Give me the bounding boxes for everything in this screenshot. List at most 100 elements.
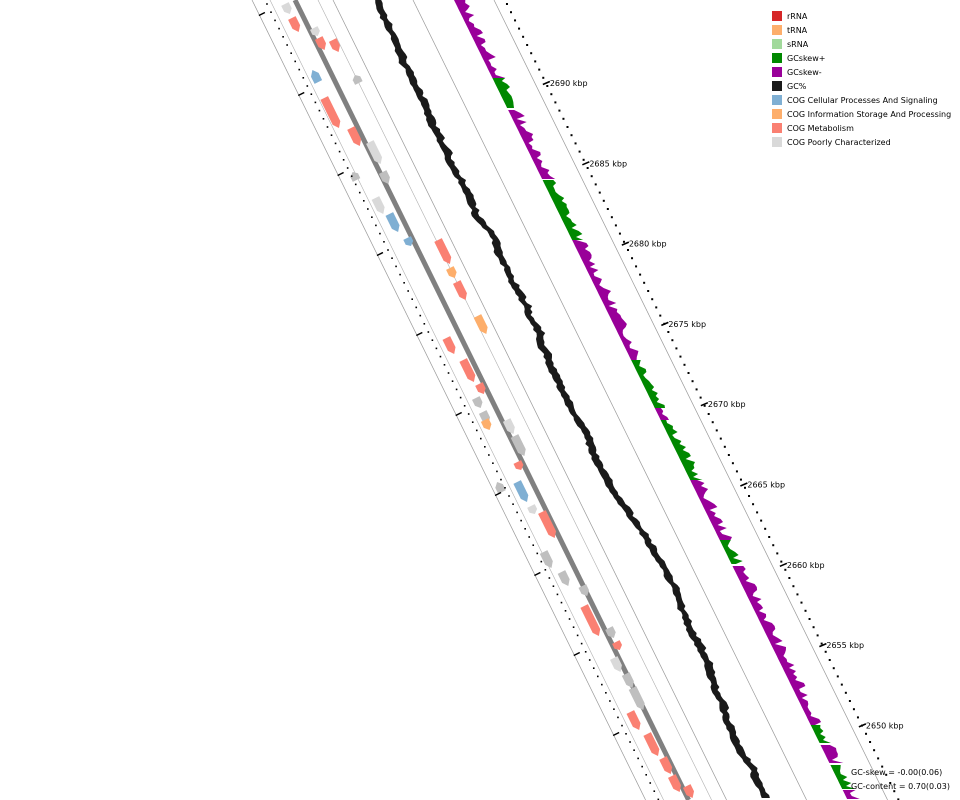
legend-swatch: [772, 95, 782, 105]
scale-minor-tick: [764, 527, 767, 530]
cog-feature-arrow: [668, 774, 681, 792]
gc-skew-negative: [732, 566, 822, 725]
scale-minor-tick: [727, 454, 730, 456]
scale-minor-tick: [667, 331, 670, 333]
cog-feature-arrow: [612, 640, 622, 650]
scale-minor-tick: [601, 683, 603, 686]
scale-minor-tick: [524, 528, 526, 530]
scale-minor-tick: [367, 208, 369, 210]
scale-minor-tick: [596, 675, 599, 678]
cog-feature-arrow: [314, 36, 326, 50]
gc-content-profile: [375, 0, 770, 798]
cog-feature-arrow: [366, 140, 382, 164]
scale-major-tick: [858, 723, 867, 728]
scale-minor-tick: [622, 240, 625, 243]
scale-major-tick: [700, 401, 709, 407]
cog-feature-arrow: [472, 396, 483, 408]
scale-minor-tick: [768, 536, 771, 538]
scale-minor-tick: [358, 191, 361, 194]
scale-minor-tick: [780, 560, 783, 563]
legend-label: COG Metabolism: [787, 123, 854, 133]
scale-tick-label: 2650 kbp: [866, 721, 904, 730]
scale-minor-tick: [562, 117, 565, 120]
cog-feature-arrow: [527, 504, 538, 514]
scale-minor-tick: [643, 281, 646, 284]
scale-minor-tick: [800, 601, 803, 604]
scale-minor-tick: [459, 396, 462, 399]
scale-minor-tick: [606, 208, 609, 210]
scale-minor-tick: [362, 200, 365, 202]
scale-minor-tick: [804, 609, 807, 612]
cog-feature-arrow: [605, 626, 616, 638]
scale-minor-tick: [590, 175, 593, 178]
scale-minor-tick: [334, 142, 337, 145]
scale-tick-label: 2675 kbp: [668, 320, 706, 329]
scale-minor-tick: [574, 142, 577, 145]
scale-minor-tick: [625, 733, 627, 735]
cog-feature-arrow: [502, 418, 515, 434]
scale-minor-tick: [395, 265, 397, 268]
scale-minor-tick: [621, 724, 623, 727]
scale-minor-tick: [703, 404, 706, 407]
scale-minor-tick: [592, 667, 595, 669]
scale-minor-tick: [627, 249, 629, 251]
scale-minor-tick: [500, 478, 502, 481]
scale-minor-tick: [310, 93, 313, 95]
cog-feature-arrow: [473, 314, 488, 334]
scale-minor-tick: [278, 27, 280, 30]
scale-minor-tick: [407, 290, 409, 292]
scale-minor-tick: [568, 618, 571, 620]
scale-minor-tick: [792, 585, 795, 588]
scale-minor-tick: [881, 765, 884, 768]
scale-minor-tick: [897, 798, 900, 800]
cog-feature-arrow: [626, 710, 641, 730]
scale-minor-tick: [816, 634, 819, 637]
scale-minor-tick: [605, 692, 607, 694]
scale-minor-tick: [602, 199, 605, 202]
cog-feature-arrow: [310, 26, 320, 36]
scale-minor-tick: [431, 339, 434, 341]
scale-minor-tick: [526, 44, 529, 46]
cog-feature-arrow: [350, 172, 361, 182]
scale-minor-tick: [419, 314, 422, 317]
legend-label: rRNA: [787, 11, 808, 21]
scale-major-tick: [258, 11, 266, 17]
cog-feature-arrow: [311, 70, 323, 84]
scale-minor-tick: [447, 372, 450, 374]
scale-major-tick: [376, 251, 384, 257]
legend-item-gc-percent: GC%: [772, 79, 951, 93]
scale-minor-tick: [548, 577, 551, 579]
gc-skew-positive: [631, 360, 665, 408]
scale-minor-tick: [748, 495, 751, 497]
scale-minor-tick: [391, 257, 393, 259]
scale-minor-tick: [760, 519, 763, 522]
scale-minor-tick: [788, 577, 791, 579]
scale-minor-tick: [375, 224, 377, 227]
cog-feature-arrow: [610, 656, 622, 672]
genome-backbone: [292, 0, 691, 800]
scale-minor-tick: [647, 290, 650, 292]
scale-minor-tick: [496, 470, 498, 473]
scale-minor-tick: [657, 798, 660, 800]
legend-swatch: [772, 67, 782, 77]
legend-swatch: [772, 123, 782, 133]
scale-minor-tick: [510, 11, 513, 14]
scale-minor-tick: [856, 716, 859, 719]
scale-major-tick: [612, 731, 620, 737]
scale-minor-tick: [534, 60, 537, 63]
scale-minor-tick: [403, 282, 405, 284]
scale-minor-tick: [475, 429, 478, 432]
scale-minor-tick: [687, 372, 690, 374]
legend-label: tRNA: [787, 25, 808, 35]
cog-feature-arrow: [480, 418, 492, 430]
scale-minor-tick: [869, 741, 872, 743]
scale-minor-tick: [286, 44, 288, 46]
scale-minor-tick: [354, 183, 357, 186]
scale-minor-tick: [439, 355, 442, 358]
scale-minor-tick: [832, 667, 835, 670]
scale-minor-tick: [576, 634, 579, 637]
gc-skew-negative: [454, 0, 506, 78]
scale-minor-tick: [302, 77, 305, 79]
scale-minor-tick: [614, 224, 617, 227]
